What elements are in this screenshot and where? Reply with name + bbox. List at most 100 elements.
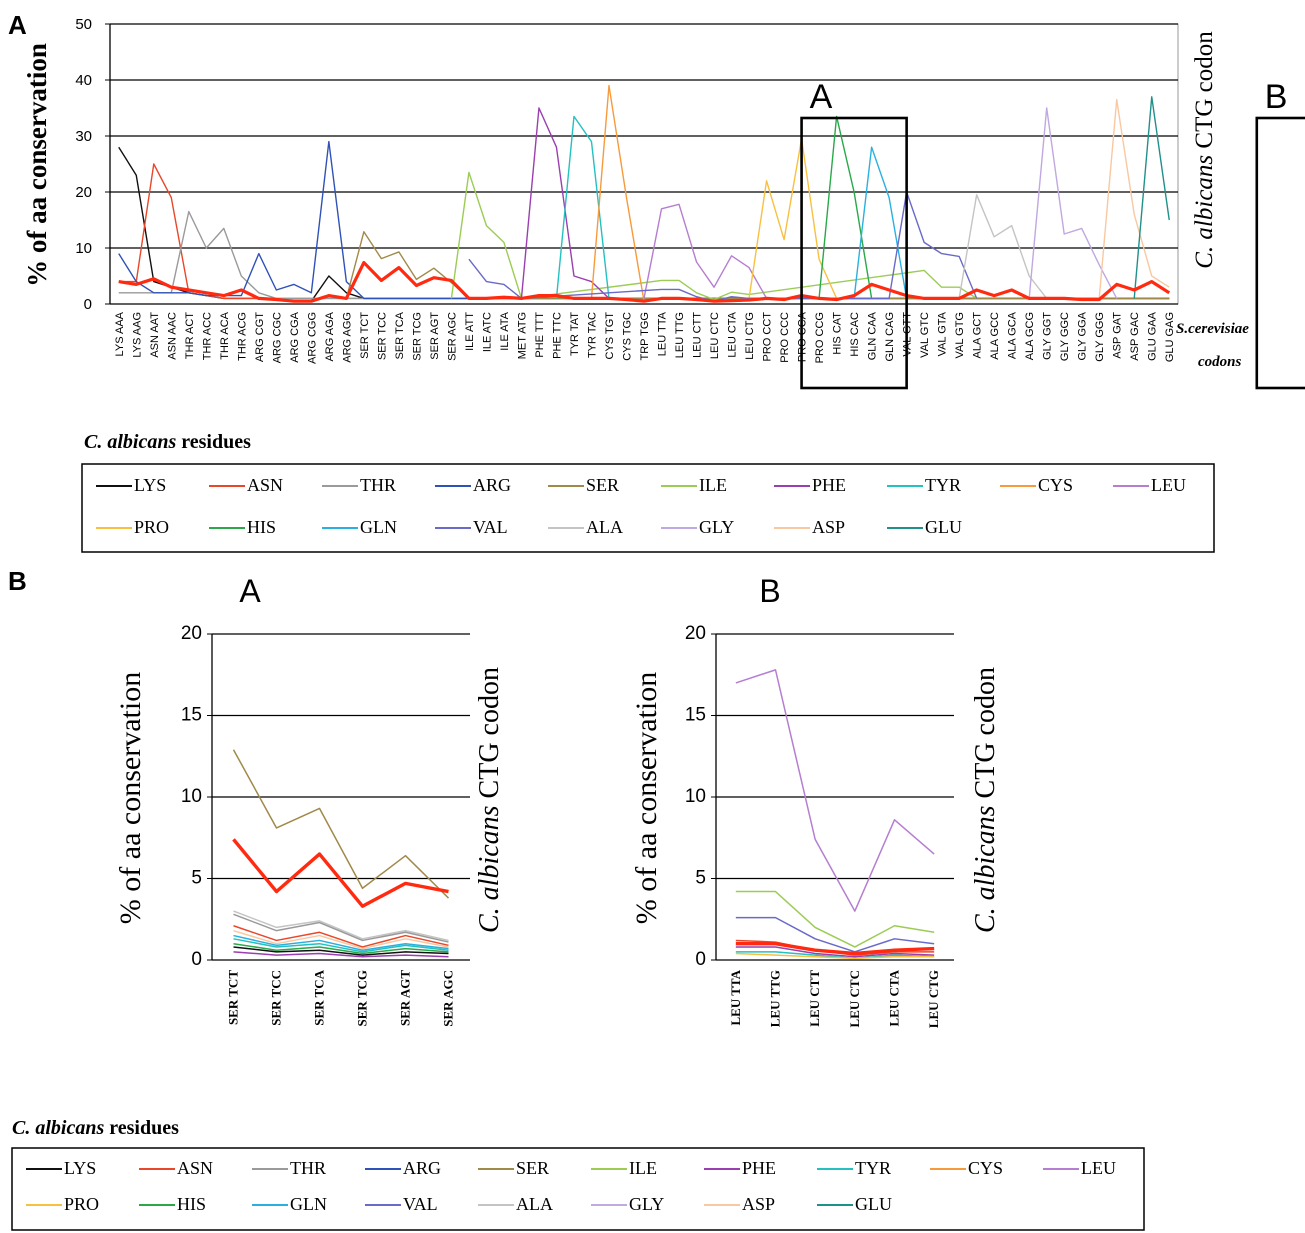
panelA-y2label-rest: CTG codon: [1191, 31, 1218, 155]
panelA-xtick-label: VAL GTC: [919, 312, 931, 358]
series-line-lys: [233, 946, 449, 956]
legend-label-cys: CYS: [1038, 475, 1073, 495]
legend-label-leu: LEU: [1151, 475, 1186, 495]
panelA-xtick-label: GLY GGT: [1042, 312, 1054, 360]
panelB-A-xtick-label: SER AGT: [398, 970, 413, 1026]
series-line-arg: [118, 140, 1170, 300]
panelB-B-xtick-label: LEU CTC: [847, 970, 862, 1027]
panelA-xtick-label: LEU TTG: [674, 312, 686, 358]
panelB-B-xtick-label: LEU CTT: [807, 970, 822, 1027]
panelB-B-plot: 0 5 10 15 20 LEU TTA LEU TTG LEU CTT LEU CTC LEU …: [685, 623, 954, 1028]
panelA-ytick-label: 40: [75, 72, 92, 89]
panelA-xtick-label: ALA GCT: [972, 312, 984, 359]
panelA-xtick-label: THR ACT: [184, 312, 196, 359]
series-line-lys: [118, 146, 1170, 302]
series-line-ile: [450, 171, 978, 301]
series-line-thr: [233, 913, 449, 943]
legend-label-gln: GLN: [290, 1194, 327, 1214]
series-line-asp: [1098, 98, 1170, 299]
legend-label-asn: ASN: [177, 1158, 213, 1178]
series-line-val: [468, 191, 978, 302]
panelA-xnote-2: codons: [1198, 354, 1242, 370]
panelB-B-ytick-label: 0: [695, 949, 706, 970]
legend-label-ser: SER: [516, 1158, 549, 1178]
panelA-xtick-label: GLN CAG: [884, 312, 896, 362]
panelA-xtick-label: TYR TAC: [586, 312, 598, 358]
series-line-leu: [735, 669, 935, 912]
series-line-cys: [590, 84, 645, 302]
panelA-ytick-label: 50: [75, 16, 92, 33]
panelB-A-title: A: [239, 573, 261, 609]
panelA-xtick-label: ILE ATA: [499, 311, 511, 350]
panelA-xtick-label: ASN AAC: [166, 312, 178, 360]
series-line-ile: [735, 890, 935, 948]
legend2-title-species: C. albicans: [12, 1117, 104, 1139]
legend-label-tyr: TYR: [855, 1158, 891, 1178]
series-line-ctg: [118, 260, 1171, 303]
panelB-A-xtick-label: SER AGC: [441, 970, 456, 1027]
panelB-A-y2label-rest: CTG codon: [474, 667, 505, 805]
legend-label-thr: THR: [290, 1158, 326, 1178]
panelA-xtick-label: ASP GAC: [1129, 312, 1141, 361]
legend-label-ile: ILE: [699, 475, 727, 495]
series-line-leu: [643, 203, 768, 299]
legend1-title: C. albicans residues: [84, 431, 251, 453]
panelB-A-ytick-label: 0: [191, 949, 202, 970]
panelB-B-title: B: [759, 573, 780, 609]
legend2-title: C. albicans residues: [12, 1117, 179, 1139]
series-line-pro: [735, 952, 935, 960]
legend-label-asn: ASN: [247, 475, 283, 495]
panelA-xtick-label: SER TCT: [359, 312, 371, 359]
panelB-A-y2label: C. albicans CTG codon: [474, 667, 505, 933]
legend-label-cys: CYS: [968, 1158, 1003, 1178]
panelA-xtick-label: CYS TGT: [604, 312, 616, 360]
panelA-xtick-label: GLY GGG: [1094, 312, 1106, 362]
legend-label-gly: GLY: [699, 517, 734, 537]
panelA-xtick-label: CYS TGC: [621, 312, 633, 361]
panelB-B-xtick-label: LEU TTA: [728, 969, 743, 1025]
zoom-box-label-a: A: [810, 78, 833, 116]
panelA-xtick-label: THR ACG: [236, 312, 248, 361]
panelB-B-y2label-rest: CTG codon: [970, 667, 1001, 805]
legend-label-lys: LYS: [64, 1158, 96, 1178]
panelB-A-ytick-label: 20: [181, 623, 202, 644]
series-line-ctg: [232, 838, 449, 908]
panelA-xtick-label: ALA GCA: [1007, 311, 1019, 359]
panelA-xtick-label: SER TCA: [394, 311, 406, 359]
legend-label-tyr: TYR: [925, 475, 961, 495]
legend-label-pro: PRO: [134, 517, 169, 537]
legend-label-ala: ALA: [516, 1194, 553, 1214]
panelA-xtick-label: THR ACA: [219, 311, 231, 359]
legend1-items: LYS ASN THR ARG SER ILE PHE TYR CYS LEU PRO HIS GLN V…: [96, 475, 1186, 537]
legend2-title-rest: residues: [104, 1117, 179, 1139]
legend1-title-species: C. albicans: [84, 431, 176, 453]
legend-label-phe: PHE: [742, 1158, 776, 1178]
legend-label-ala: ALA: [586, 517, 623, 537]
series-line-asp: [233, 929, 449, 950]
panelA-ytick-label: 0: [84, 296, 92, 313]
series-line-tyr: [555, 115, 610, 299]
series-line-his: [233, 942, 449, 955]
panelA-xtick-label: PRO CCG: [814, 312, 826, 363]
panelA-ytick-label: 30: [75, 128, 92, 145]
panelA-xtick-label: ARG CGT: [254, 312, 266, 362]
legend-label-his: HIS: [247, 517, 276, 537]
series-line-tyr: [735, 951, 935, 960]
panelA-xtick-label: ARG CGC: [271, 312, 283, 363]
panelB-A-xtick-label: SER TCT: [226, 970, 241, 1025]
panelB-B-xtick-label: LEU CTG: [926, 970, 941, 1028]
panelA-xtick-label: GLU GAG: [1164, 312, 1176, 362]
series-line-ctg: [735, 942, 935, 956]
zoom-box-b: [1255, 116, 1305, 390]
panelA-xtick-label: LEU CTA: [727, 311, 739, 357]
legend2-box: [11, 1147, 1145, 1231]
panelB-B-xtick-label: LEU TTG: [768, 970, 783, 1027]
panelA-ytick-label: 10: [75, 240, 92, 257]
panelB-A-ytick-label: 10: [181, 786, 202, 807]
panelB-B-ytick-label: 15: [685, 705, 706, 726]
legend1-box: [81, 463, 1215, 553]
panelB-B-y2label: C. albicans CTG codon: [970, 667, 1001, 933]
series-line-glu: [1133, 96, 1170, 299]
series-line-ala: [958, 194, 1048, 299]
